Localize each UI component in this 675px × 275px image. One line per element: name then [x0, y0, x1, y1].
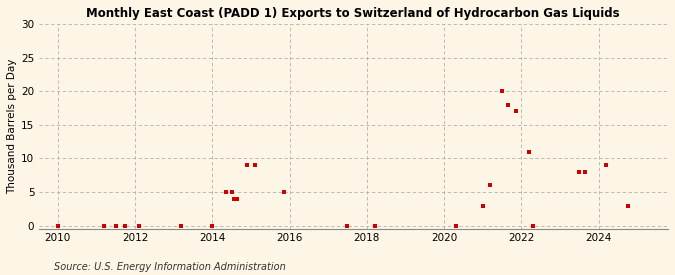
Point	[99, 224, 109, 228]
Point	[242, 163, 252, 167]
Text: Source: U.S. Energy Information Administration: Source: U.S. Energy Information Administ…	[54, 262, 286, 272]
Y-axis label: Thousand Barrels per Day: Thousand Barrels per Day	[7, 59, 17, 194]
Point	[232, 197, 243, 201]
Point	[111, 224, 122, 228]
Point	[53, 224, 63, 228]
Point	[574, 170, 585, 174]
Title: Monthly East Coast (PADD 1) Exports to Switzerland of Hydrocarbon Gas Liquids: Monthly East Coast (PADD 1) Exports to S…	[86, 7, 620, 20]
Point	[342, 224, 353, 228]
Point	[226, 190, 237, 194]
Point	[207, 224, 218, 228]
Point	[228, 197, 239, 201]
Point	[622, 204, 633, 208]
Point	[120, 224, 131, 228]
Point	[134, 224, 144, 228]
Point	[249, 163, 260, 167]
Point	[221, 190, 232, 194]
Point	[502, 103, 513, 107]
Point	[527, 224, 538, 228]
Point	[278, 190, 289, 194]
Point	[369, 224, 380, 228]
Point	[176, 224, 187, 228]
Point	[601, 163, 612, 167]
Point	[580, 170, 591, 174]
Point	[450, 224, 461, 228]
Point	[477, 204, 488, 208]
Point	[497, 89, 508, 94]
Point	[485, 183, 496, 188]
Point	[510, 109, 521, 114]
Point	[524, 150, 535, 154]
